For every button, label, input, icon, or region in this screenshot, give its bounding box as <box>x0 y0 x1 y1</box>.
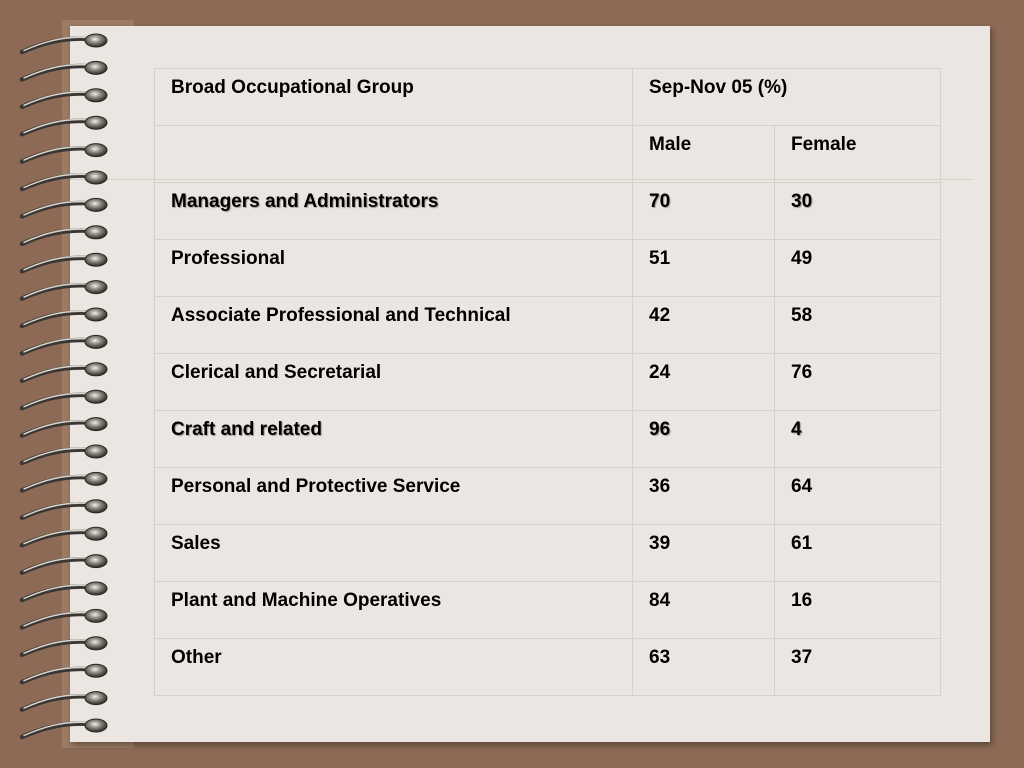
male-percent-cell: 42 <box>632 296 775 354</box>
spiral-ring <box>84 307 108 322</box>
table-row: Associate Professional and Technical 42 58 <box>154 296 941 354</box>
occupation-group-cell: Professional <box>154 239 633 297</box>
spiral-ring <box>84 471 108 486</box>
spiral-coil-highlight <box>23 173 89 189</box>
spiral-binding <box>19 33 108 740</box>
spiral-ring <box>84 718 108 733</box>
spiral-ring <box>84 389 108 404</box>
male-percent-cell: 84 <box>632 581 775 639</box>
occupation-group-cell: Associate Professional and Technical <box>154 296 633 354</box>
occupation-group-cell: Other <box>154 638 633 696</box>
spiral-coil-highlight <box>23 666 89 682</box>
spiral-ring <box>84 170 108 185</box>
header-female-label: Female <box>774 125 941 183</box>
spiral-coil-highlight <box>23 639 89 655</box>
spiral-ring <box>84 33 108 48</box>
occupation-group-cell: Personal and Protective Service <box>154 467 633 525</box>
male-percent-cell: 36 <box>632 467 775 525</box>
spiral-ring <box>84 636 108 651</box>
male-percent-cell: 24 <box>632 353 775 411</box>
header-period-label: Sep-Nov 05 (%) <box>632 68 941 126</box>
spiral-ring <box>84 362 108 377</box>
header-empty-cell <box>154 125 633 183</box>
male-percent-cell: 96 <box>632 410 775 468</box>
spiral-coil-highlight <box>23 118 89 134</box>
spiral-ring <box>84 115 108 130</box>
spiral-coil-highlight <box>23 365 89 381</box>
table-row: Managers and Administrators 70 30 <box>154 182 941 240</box>
male-percent-cell: 70 <box>632 182 775 240</box>
spiral-coil-highlight <box>23 694 89 709</box>
spiral-coil-highlight <box>23 36 89 52</box>
spiral-ring <box>84 444 108 459</box>
table-row: Sales 39 61 <box>154 524 941 582</box>
spiral-coil-highlight <box>23 228 89 244</box>
occupation-group-cell: Plant and Machine Operatives <box>154 581 633 639</box>
spiral-ring <box>84 499 108 514</box>
table-row: Other 63 37 <box>154 638 941 696</box>
spiral-ring <box>84 88 108 103</box>
spiral-ring <box>84 581 108 596</box>
spiral-ring <box>84 197 108 212</box>
occupation-group-cell: Clerical and Secretarial <box>154 353 633 411</box>
occupation-group-cell: Craft and related <box>154 410 633 468</box>
spiral-ring <box>84 417 108 432</box>
table-row: Personal and Protective Service 36 64 <box>154 467 941 525</box>
spiral-coil-highlight <box>23 392 89 408</box>
spiral-coil-highlight <box>23 721 89 737</box>
header-male-label: Male <box>632 125 775 183</box>
female-percent-cell: 37 <box>774 638 941 696</box>
spiral-ring <box>84 691 108 706</box>
female-percent-cell: 58 <box>774 296 941 354</box>
spiral-coil-highlight <box>23 529 89 545</box>
table-row: Clerical and Secretarial 24 76 <box>154 353 941 411</box>
spiral-ring <box>84 280 108 295</box>
spiral-coil-highlight <box>23 420 89 435</box>
spiral-coil-highlight <box>23 557 89 572</box>
spiral-ring <box>84 608 108 623</box>
spiral-ring <box>84 225 108 240</box>
spiral-coil-highlight <box>23 611 89 627</box>
spiral-ring <box>84 60 108 75</box>
spiral-coil-highlight <box>23 474 89 490</box>
female-percent-cell: 61 <box>774 524 941 582</box>
spiral-coil-highlight <box>23 337 89 353</box>
spiral-coil-highlight <box>23 200 89 216</box>
female-percent-cell: 4 <box>774 410 941 468</box>
male-percent-cell: 63 <box>632 638 775 696</box>
spiral-coil-highlight <box>23 91 89 107</box>
spiral-coil-highlight <box>23 146 89 161</box>
female-percent-cell: 16 <box>774 581 941 639</box>
spiral-ring <box>84 663 108 678</box>
occupation-group-cell: Managers and Administrators <box>154 182 633 240</box>
male-percent-cell: 39 <box>632 524 775 582</box>
spiral-coil-highlight <box>23 584 89 600</box>
female-percent-cell: 49 <box>774 239 941 297</box>
spiral-coil-highlight <box>23 447 89 463</box>
spiral-coil-highlight <box>23 63 89 79</box>
female-percent-cell: 76 <box>774 353 941 411</box>
male-percent-cell: 51 <box>632 239 775 297</box>
spiral-coil-highlight <box>23 283 89 298</box>
spiral-ring <box>84 526 108 541</box>
spiral-ring <box>84 143 108 158</box>
occupation-gender-table: Broad Occupational Group Sep-Nov 05 (%) … <box>154 68 941 696</box>
spiral-coil-highlight <box>23 502 89 518</box>
table-header-row: Broad Occupational Group Sep-Nov 05 (%) <box>154 68 941 126</box>
table-row: Plant and Machine Operatives 84 16 <box>154 581 941 639</box>
spiral-ring <box>84 334 108 349</box>
spiral-ring <box>84 252 108 267</box>
table-row: Craft and related 96 4 <box>154 410 941 468</box>
table-row: Professional 51 49 <box>154 239 941 297</box>
spiral-coil-highlight <box>23 255 89 271</box>
table-subheader-row: Male Female <box>154 125 941 183</box>
female-percent-cell: 64 <box>774 467 941 525</box>
header-group-label: Broad Occupational Group <box>154 68 633 126</box>
occupation-group-cell: Sales <box>154 524 633 582</box>
spiral-ring <box>84 554 108 569</box>
female-percent-cell: 30 <box>774 182 941 240</box>
spiral-coil-highlight <box>23 310 89 326</box>
